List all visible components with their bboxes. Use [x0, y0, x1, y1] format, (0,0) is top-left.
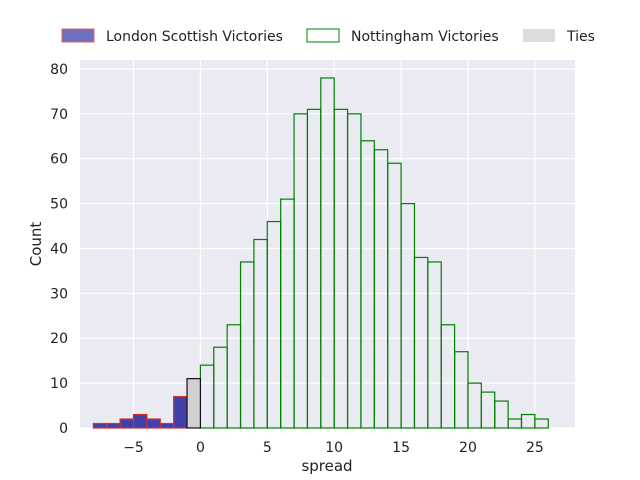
y-tick-label: 0 [59, 421, 68, 437]
x-tick-label: −5 [123, 440, 144, 456]
y-tick-label: 50 [50, 197, 68, 213]
legend-swatch [523, 29, 555, 42]
x-axis-label: spread [301, 457, 352, 475]
bars [92, 77, 549, 429]
bar-london-scottish-victories--8 [92, 422, 108, 429]
x-tick-labels: −5 0 5 10 15 20 25 [123, 440, 544, 456]
legend-swatch [61, 28, 95, 43]
bar-london-scottish-victories--5 [132, 413, 148, 429]
x-tick-label: 10 [325, 440, 343, 456]
bar-london-scottish-victories--4 [146, 418, 161, 429]
bar-london-scottish-victories--3 [159, 422, 175, 429]
x-tick-label: 25 [526, 440, 544, 456]
y-axis-label: Count [27, 222, 45, 267]
bar-london-scottish-victories--6 [119, 418, 135, 429]
legend: London Scottish Victories Nottingham Vict… [61, 28, 595, 45]
y-tick-label: 10 [50, 376, 68, 392]
legend-label: London Scottish Victories [106, 29, 283, 45]
bar-nottingham-victories-22 [494, 400, 509, 429]
y-tick-label: 20 [50, 331, 68, 347]
legend-label: Ties [566, 29, 595, 45]
bar-ties--1 [186, 378, 202, 429]
legend-swatch [306, 28, 340, 43]
y-tick-label: 30 [50, 286, 68, 302]
bar-nottingham-victories-25 [534, 418, 549, 429]
x-tick-label: 15 [392, 440, 410, 456]
legend-label: Nottingham Victories [351, 29, 499, 45]
y-tick-labels: 0 10 20 30 40 50 60 70 80 [50, 62, 68, 437]
y-tick-label: 60 [50, 152, 68, 168]
bar-london-scottish-victories--7 [106, 422, 121, 429]
y-tick-label: 80 [50, 62, 68, 78]
x-tick-label: 20 [459, 440, 477, 456]
y-tick-label: 40 [50, 241, 68, 257]
x-tick-label: 0 [196, 440, 205, 456]
x-tick-label: 5 [263, 440, 272, 456]
bar-london-scottish-victories--2 [173, 395, 188, 429]
plot-background [80, 60, 575, 428]
y-tick-label: 70 [50, 107, 68, 123]
